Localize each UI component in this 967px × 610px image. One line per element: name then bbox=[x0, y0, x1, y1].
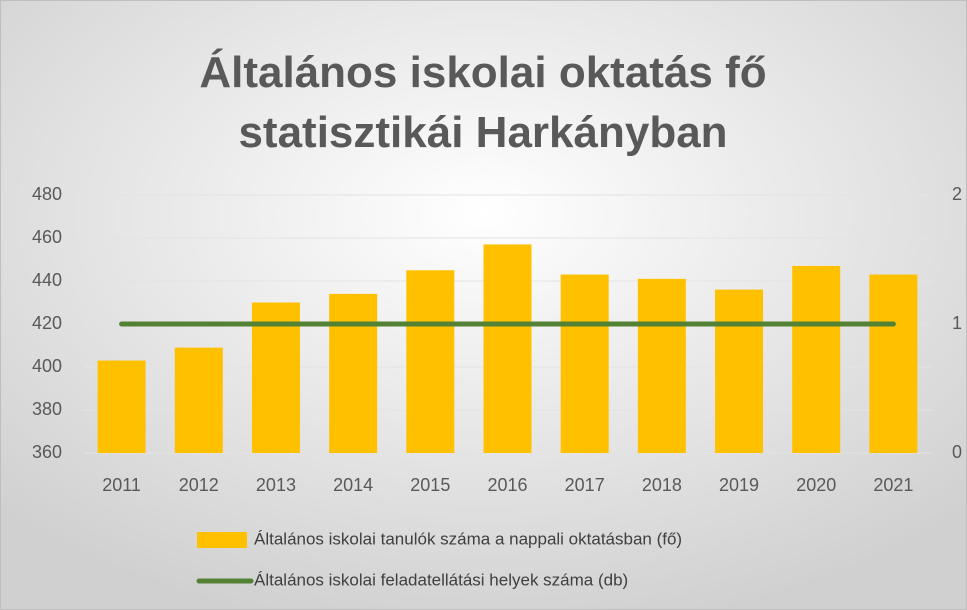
x-tick-label: 2017 bbox=[565, 475, 605, 495]
bar bbox=[560, 274, 609, 453]
x-tick-label: 2013 bbox=[256, 475, 296, 495]
y-tick-label: 400 bbox=[32, 356, 62, 376]
legend-swatch bbox=[197, 532, 247, 548]
bar bbox=[637, 278, 686, 453]
y-tick-label: 360 bbox=[32, 442, 62, 462]
bar bbox=[869, 274, 918, 453]
y2-tick-label: 0 bbox=[952, 442, 962, 462]
x-tick-label: 2011 bbox=[102, 475, 141, 495]
y-tick-label: 380 bbox=[32, 399, 62, 419]
x-tick-label: 2016 bbox=[487, 475, 527, 495]
y-tick-label: 460 bbox=[32, 227, 62, 247]
legend-label: Általános iskolai tanulók száma a nappal… bbox=[254, 529, 682, 548]
x-tick-label: 2018 bbox=[642, 475, 682, 495]
x-tick-label: 2021 bbox=[873, 475, 913, 495]
x-tick-label: 2014 bbox=[333, 475, 373, 495]
x-tick-label: 2020 bbox=[796, 475, 836, 495]
y-tick-label: 480 bbox=[32, 184, 62, 204]
legend-label: Általános iskolai feladatellátási helyek… bbox=[254, 570, 628, 589]
bar bbox=[174, 347, 223, 453]
y-tick-label: 420 bbox=[32, 313, 62, 333]
bar bbox=[715, 289, 764, 453]
bar bbox=[792, 265, 841, 453]
bar bbox=[251, 302, 300, 453]
y-tick-label: 440 bbox=[32, 270, 62, 290]
bar bbox=[97, 360, 146, 453]
x-tick-label: 2019 bbox=[719, 475, 759, 495]
x-tick-label: 2015 bbox=[410, 475, 450, 495]
bar bbox=[406, 270, 455, 453]
bar bbox=[483, 244, 532, 453]
x-tick-label: 2012 bbox=[179, 475, 219, 495]
y2-tick-label: 1 bbox=[952, 313, 962, 333]
chart-title: Általános iskolai oktatás fő statisztikái… bbox=[199, 47, 766, 157]
bar bbox=[329, 293, 378, 453]
y2-tick-label: 2 bbox=[952, 184, 962, 204]
